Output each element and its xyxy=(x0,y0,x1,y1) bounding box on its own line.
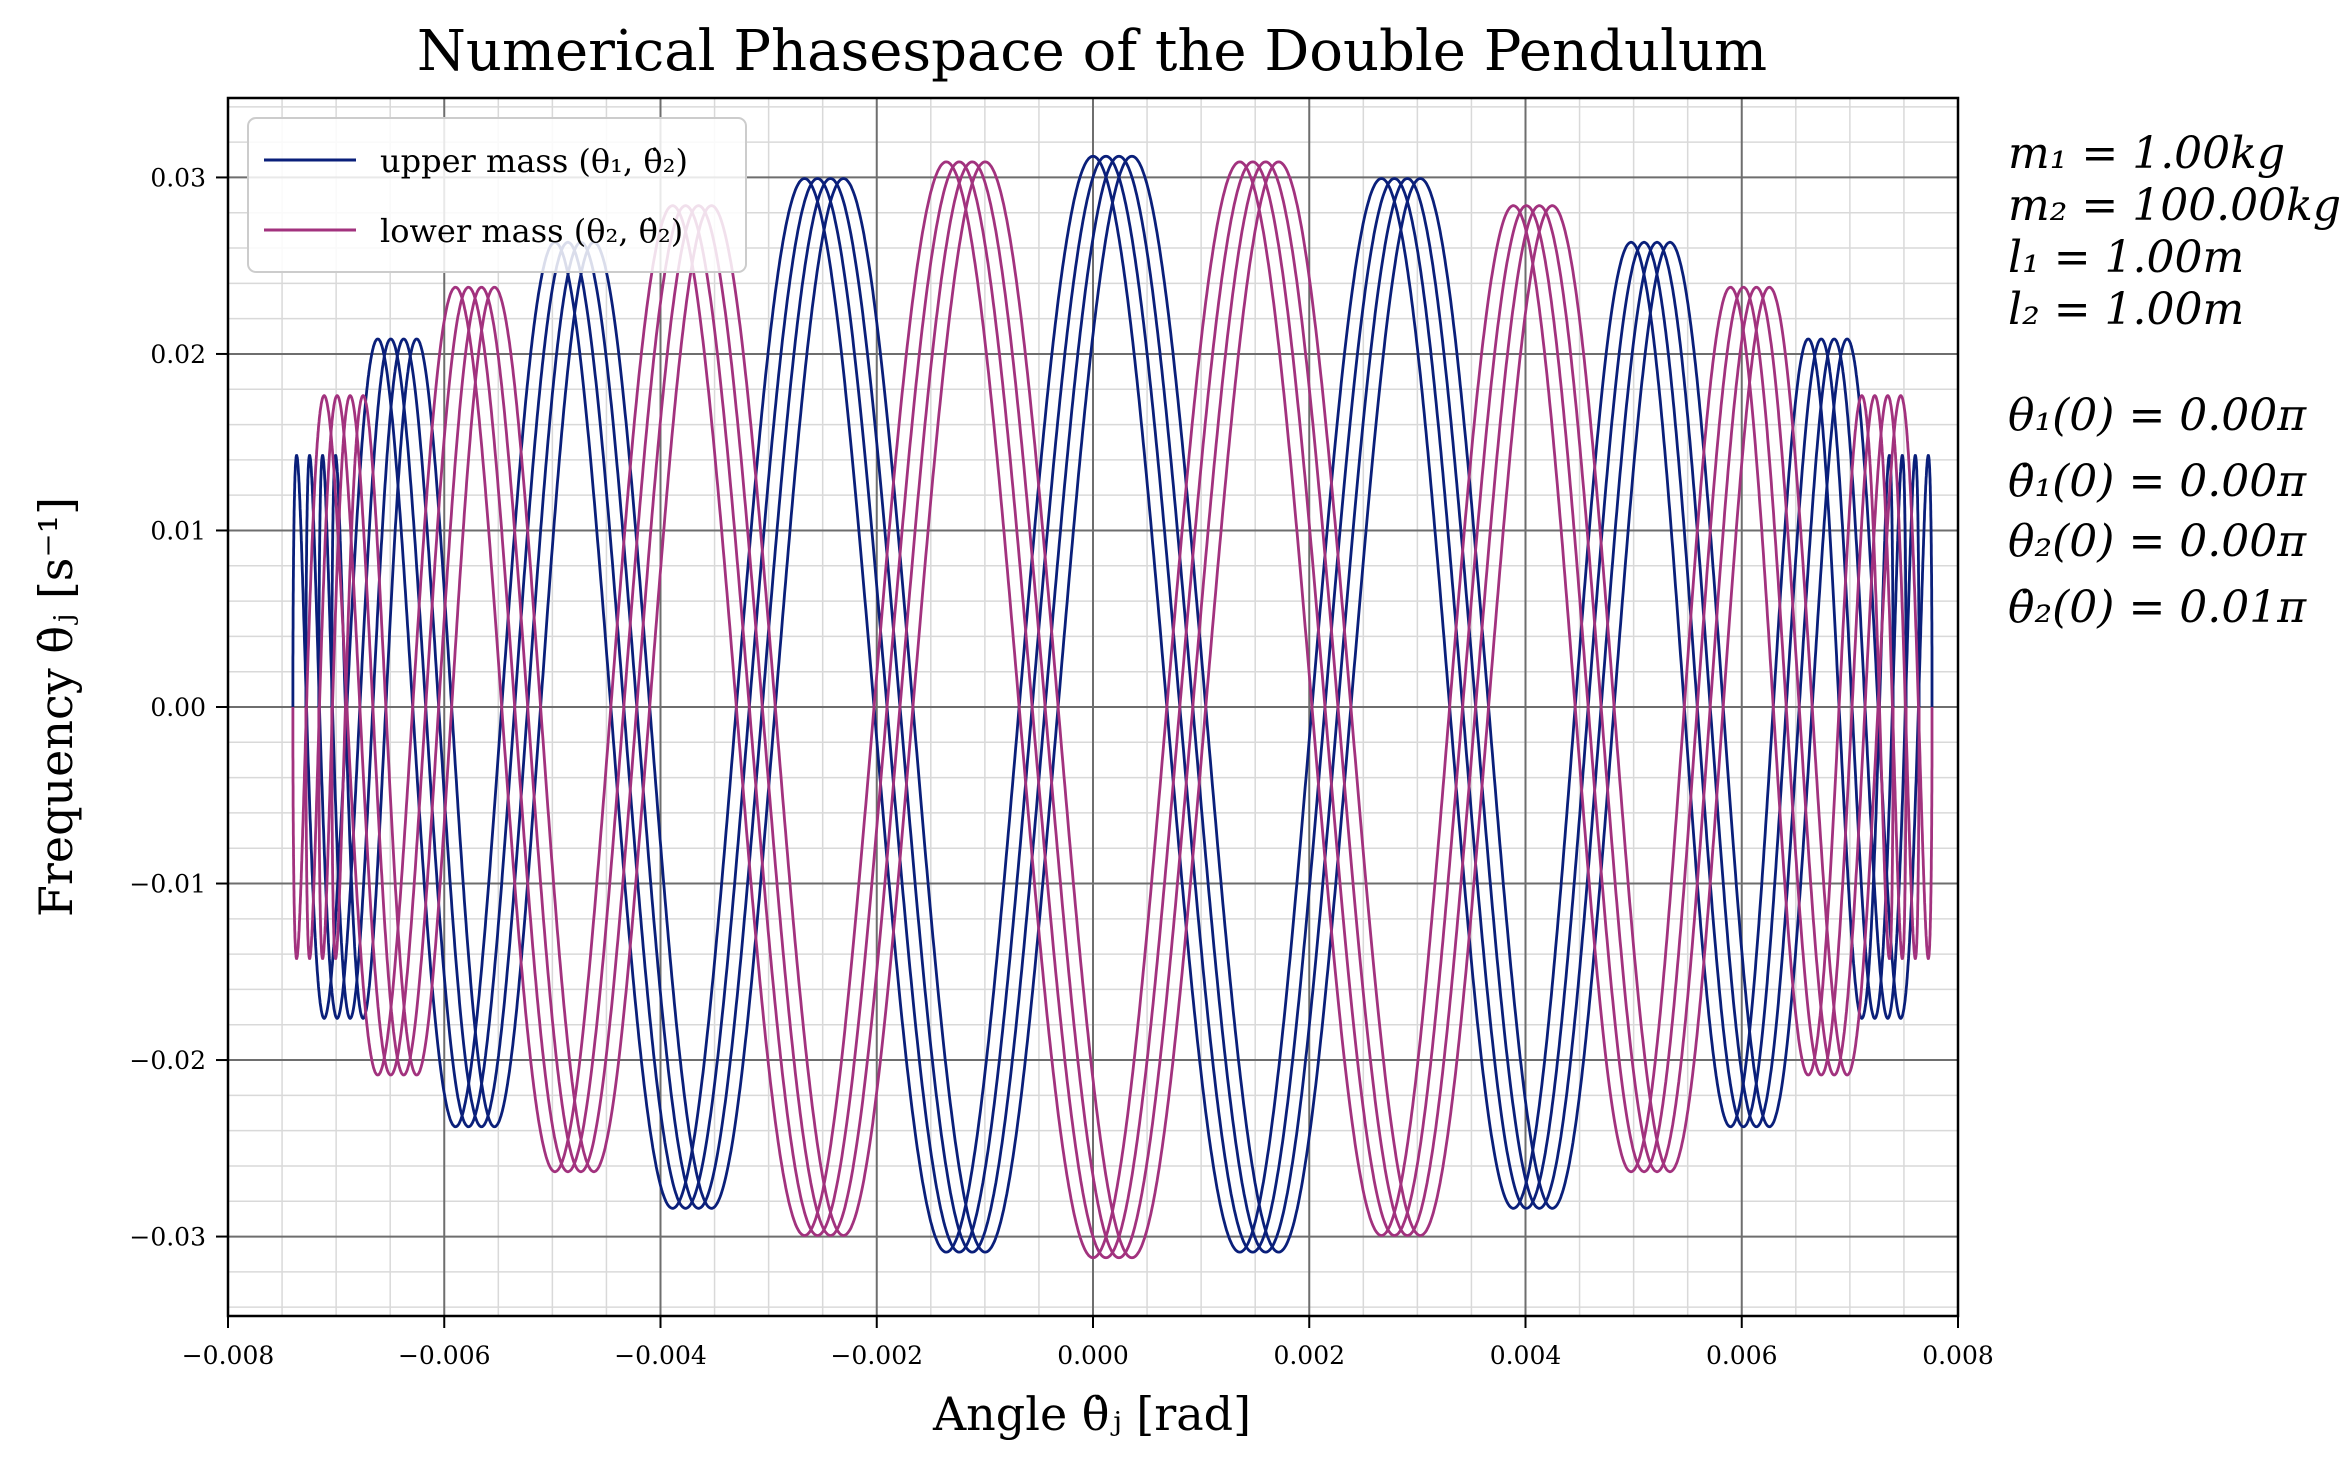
param-theta1dot-initial: θ̇₁(0) = 0.00π xyxy=(2008,456,2307,507)
x-tick-label: 0.000 xyxy=(1057,1341,1129,1370)
param-m2: m₂ = 100.00kg xyxy=(2008,180,2341,231)
series-layer xyxy=(291,154,1934,1260)
y-axis-label: Frequency θ̇ⱼ [s⁻¹] xyxy=(29,497,83,917)
legend-label-upper-mass: upper mass (θ₁, θ̇₂) xyxy=(380,142,688,180)
param-theta1-initial: θ₁(0) = 0.00π xyxy=(2008,390,2307,441)
y-tick-label: 0.03 xyxy=(150,163,206,192)
param-l2: l₂ = 1.00m xyxy=(2008,284,2244,335)
x-tick-label: −0.004 xyxy=(614,1341,707,1370)
legend: upper mass (θ₁, θ̇₂) lower mass (θ₂, θ̇₂… xyxy=(247,117,747,273)
legend-label-lower-mass: lower mass (θ₂, θ̇₂) xyxy=(380,212,683,250)
chart-title: Numerical Phasespace of the Double Pendu… xyxy=(417,19,1767,84)
param-theta2dot-initial: θ̇₂(0) = 0.01π xyxy=(2008,582,2307,633)
y-tick-labels: −0.03 −0.02 −0.01 0.00 0.01 0.02 0.03 xyxy=(129,163,206,1251)
param-m1: m₁ = 1.00kg xyxy=(2008,128,2285,179)
x-tick-label: −0.008 xyxy=(182,1341,275,1370)
axis-ticks xyxy=(216,176,1959,1328)
x-tick-label: 0.006 xyxy=(1706,1341,1778,1370)
x-tick-label: 0.002 xyxy=(1273,1341,1345,1370)
x-axis-label: Angle θ̇ⱼ [rad] xyxy=(932,1387,1251,1441)
series-lower-mass-trace-2 xyxy=(317,160,1921,1260)
x-tick-label: −0.002 xyxy=(830,1341,923,1370)
y-tick-label: −0.01 xyxy=(129,870,206,899)
y-tick-label: −0.02 xyxy=(129,1046,206,1075)
series-lower-mass-trace-1 xyxy=(304,160,1908,1260)
series-lower-mass-trace-3 xyxy=(330,160,1934,1260)
x-tick-label: 0.004 xyxy=(1490,1341,1562,1370)
series-lower-mass-trace-0 xyxy=(291,160,1895,1260)
y-tick-label: 0.02 xyxy=(150,340,206,369)
x-tick-label: −0.006 xyxy=(398,1341,491,1370)
y-tick-label: 0.00 xyxy=(150,693,206,722)
legend-box xyxy=(247,117,747,273)
x-tick-label: 0.008 xyxy=(1922,1341,1994,1370)
param-theta2-initial: θ₂(0) = 0.00π xyxy=(2008,516,2307,567)
param-l1: l₁ = 1.00m xyxy=(2008,232,2244,283)
parameter-panel: m₁ = 1.00kg m₂ = 100.00kg l₁ = 1.00m l₂ … xyxy=(2008,128,2341,633)
x-tick-labels: −0.008 −0.006 −0.004 −0.002 0.000 0.002 0.004 0… xyxy=(182,1341,1994,1370)
y-tick-label: 0.01 xyxy=(150,516,206,545)
y-tick-label: −0.03 xyxy=(129,1223,206,1252)
